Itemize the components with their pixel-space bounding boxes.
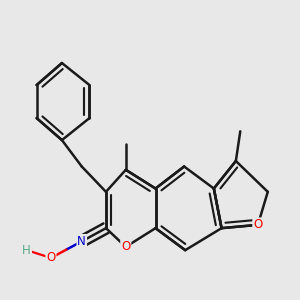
Text: N: N (77, 235, 86, 248)
Text: O: O (121, 240, 130, 254)
Text: O: O (253, 218, 262, 231)
Text: O: O (46, 251, 56, 264)
Text: H: H (22, 244, 31, 257)
